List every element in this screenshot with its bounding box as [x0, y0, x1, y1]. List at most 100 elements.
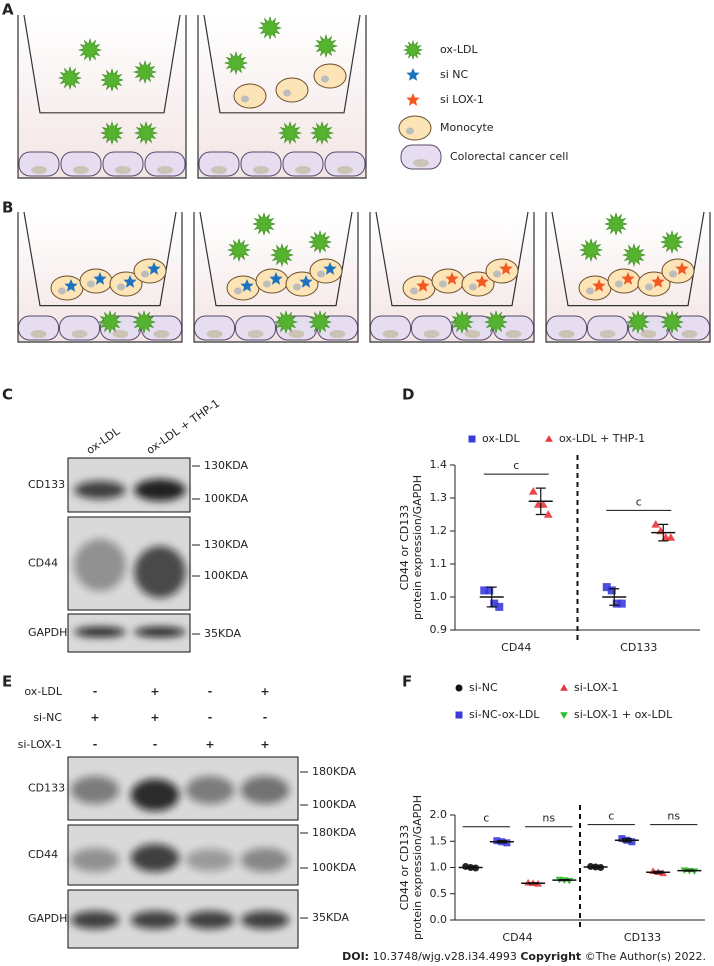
data-point — [666, 533, 676, 541]
error-bar — [465, 865, 476, 870]
band — [130, 844, 180, 872]
insert — [199, 211, 353, 307]
data-point — [602, 583, 611, 592]
condition-label: si-NC — [33, 711, 62, 724]
monocyte-nucleus — [493, 270, 501, 278]
cancer-cell — [59, 315, 100, 341]
error-bar — [528, 882, 539, 885]
y-axis-label: CD44 or CD133protein expression/GAPDH — [398, 795, 424, 940]
ox-ldl-icon — [226, 237, 252, 263]
cancer-cell — [198, 151, 240, 177]
cancer-cell — [240, 151, 282, 177]
band — [74, 539, 126, 591]
monocyte — [275, 77, 309, 103]
sirna-icon — [240, 279, 254, 292]
significance-label: c — [636, 495, 642, 508]
band — [70, 848, 120, 872]
cell-nucleus — [599, 330, 616, 338]
condition-sign: + — [260, 738, 269, 751]
marker-label: 35KDA — [204, 627, 241, 640]
row-label: CD133 — [28, 478, 65, 491]
legend-label: ox-LDL — [440, 43, 478, 56]
y-tick-label: 0.0 — [430, 913, 448, 926]
cell-nucleus — [558, 330, 575, 338]
ox-ldl-icon — [659, 229, 685, 255]
well — [17, 15, 187, 179]
ox-ldl-icon — [603, 211, 629, 237]
monocyte — [461, 271, 495, 297]
band — [185, 776, 235, 804]
error-bar — [609, 588, 620, 606]
y-tick-label: 1.1 — [430, 557, 448, 570]
error-bar — [496, 840, 507, 844]
condition-label: ox-LDL — [24, 685, 62, 698]
data-point — [485, 586, 494, 595]
sirna-icon — [64, 279, 78, 292]
row-label: CD44 — [28, 848, 58, 861]
ox-ldl-icon — [99, 67, 125, 93]
ox-ldl-icon — [99, 120, 125, 146]
legend-marker — [468, 435, 476, 443]
significance-label: ns — [667, 810, 680, 823]
ox-ldl-icon — [257, 15, 283, 41]
cell-nucleus — [115, 166, 131, 174]
sirna-icon — [499, 262, 513, 275]
x-tick-label: CD44 — [501, 641, 531, 654]
error-bar — [653, 870, 664, 874]
cell-nucleus — [423, 330, 440, 338]
monocyte-nucleus — [439, 280, 447, 288]
condition-sign: - — [93, 685, 98, 698]
lane-label: ox-LDL + THP-1 — [144, 397, 222, 457]
cancer-cell — [324, 151, 366, 177]
cell-nucleus — [505, 330, 522, 338]
insert — [375, 211, 529, 307]
monocyte — [637, 271, 671, 297]
monocyte-nucleus — [58, 287, 66, 295]
cancer-cell — [546, 315, 587, 341]
monocyte — [578, 275, 612, 301]
cancer-cell — [411, 315, 452, 341]
cell-nucleus — [253, 166, 269, 174]
monocyte — [133, 258, 167, 284]
row-label: CD44 — [28, 557, 58, 570]
cell-nucleus — [153, 330, 170, 338]
ox-ldl-icon — [223, 50, 249, 76]
band — [74, 627, 126, 637]
ox-ldl-icon — [307, 229, 333, 255]
ox-ldl-icon — [309, 120, 335, 146]
y-tick-label: 1.2 — [430, 524, 448, 537]
monocyte-nucleus — [406, 127, 414, 135]
monocyte — [233, 83, 267, 109]
ox-ldl-icon — [57, 65, 83, 91]
cell-nucleus — [681, 330, 698, 338]
ox-ldl-icon — [133, 120, 159, 146]
y-axis-label: CD44 or CD133protein expression/GAPDH — [398, 475, 424, 620]
sirna-icon — [651, 275, 665, 288]
sirna-icon — [416, 279, 430, 292]
monocyte-nucleus — [87, 280, 95, 288]
monocyte — [661, 258, 695, 284]
monocyte — [226, 275, 260, 301]
ox-ldl-icon — [273, 309, 299, 335]
marker-label: 180KDA — [312, 765, 356, 778]
x-tick-label: CD133 — [620, 641, 657, 654]
condition-sign: - — [208, 711, 213, 724]
monocyte — [485, 258, 519, 284]
cancer-cell — [587, 315, 628, 341]
condition-sign: + — [205, 738, 214, 751]
band — [70, 911, 120, 929]
legend-marker — [560, 712, 568, 719]
marker-label: 35KDA — [312, 911, 349, 924]
copyright-label: Copyright — [520, 950, 581, 963]
monocyte-nucleus — [669, 270, 677, 278]
condition-sign: + — [90, 711, 99, 724]
well — [193, 212, 359, 343]
row-label: GAPDH — [28, 912, 67, 925]
monocyte-nucleus — [645, 283, 653, 291]
legend-label: si-NC — [469, 681, 498, 694]
condition-sign: - — [153, 738, 158, 751]
monocyte-nucleus — [615, 280, 623, 288]
ox-ldl-icon — [131, 309, 157, 335]
band — [240, 911, 290, 929]
ox-ldl-icon — [277, 120, 303, 146]
